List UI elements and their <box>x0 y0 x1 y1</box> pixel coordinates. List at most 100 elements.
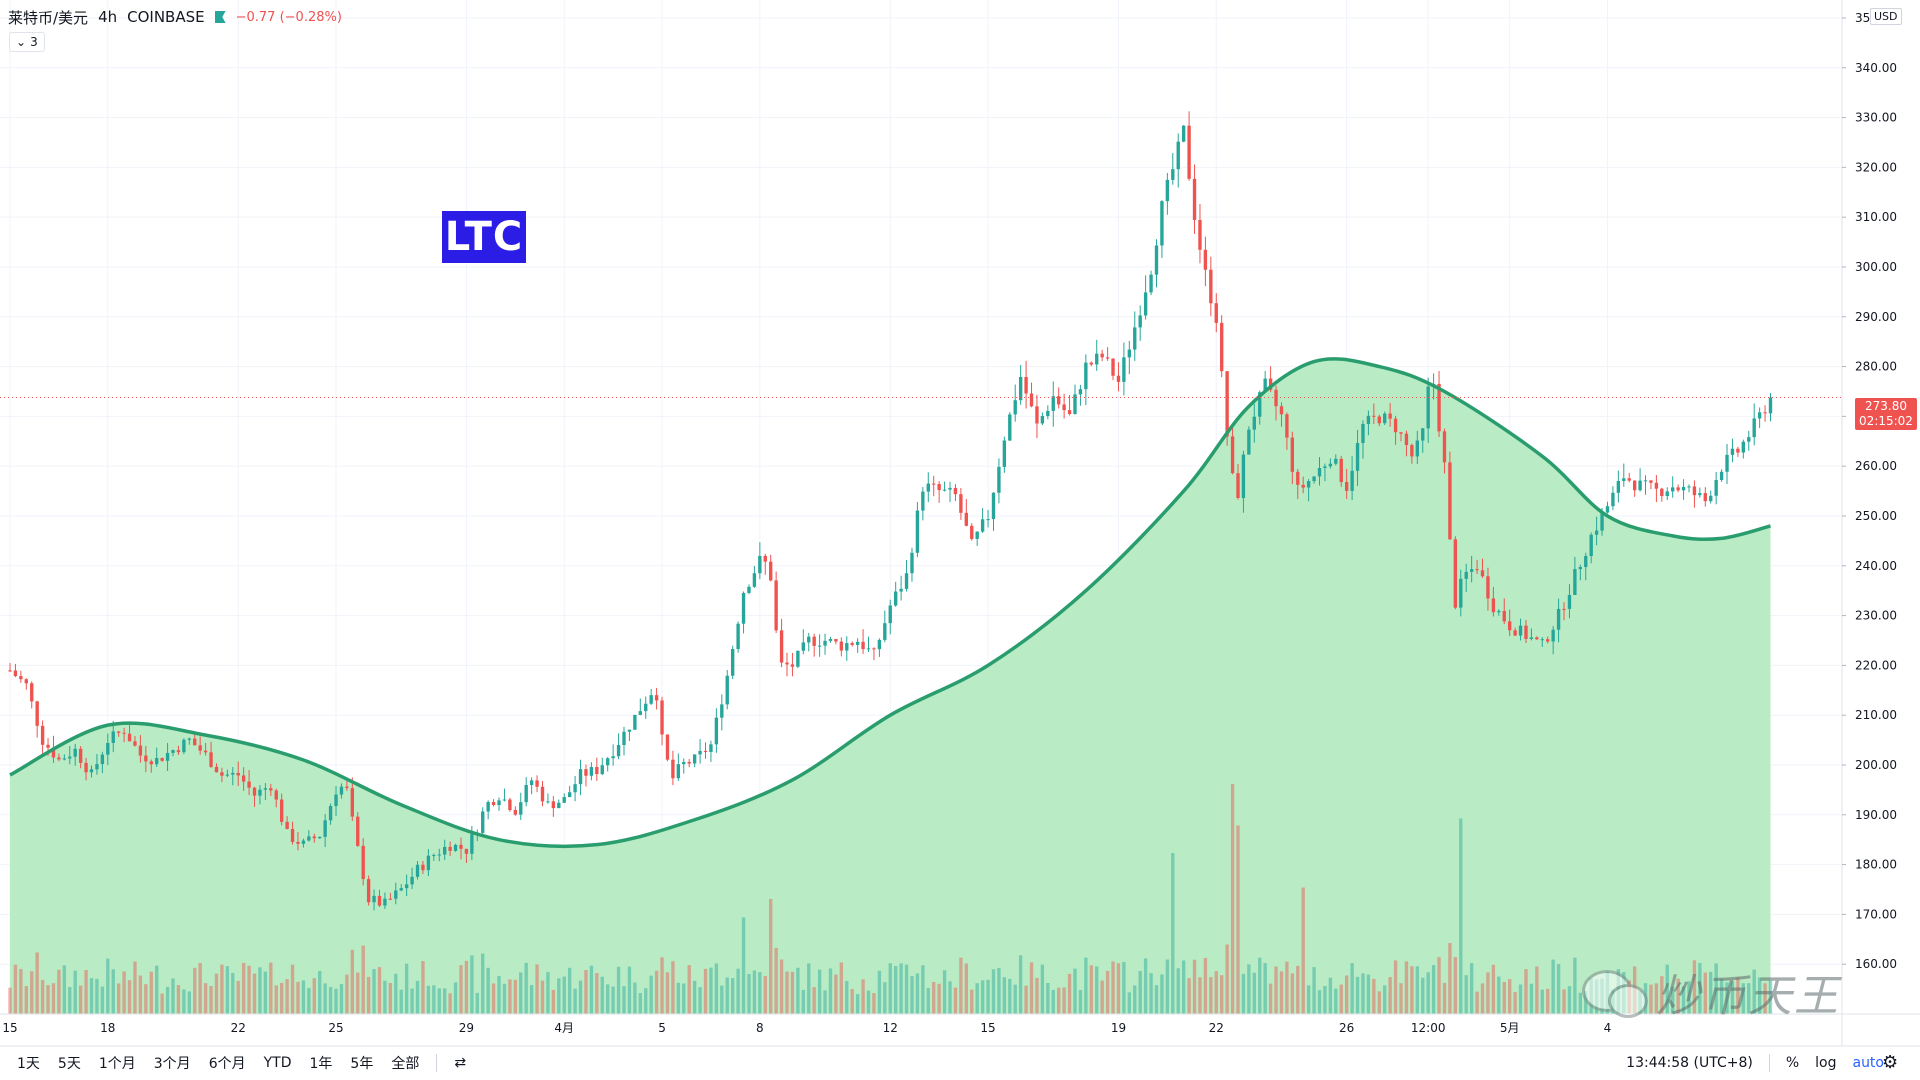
candle-body <box>133 741 137 746</box>
range-5d[interactable]: 5天 <box>57 1056 81 1072</box>
candle-body <box>13 670 18 677</box>
volume-bar <box>89 978 94 1014</box>
candle-body <box>1725 454 1729 472</box>
compare-icon[interactable]: ⇄ <box>454 1055 467 1071</box>
volume-bar <box>443 988 447 1014</box>
watermark-text: 炒币天王 <box>1656 971 1840 1022</box>
candle-body <box>312 836 316 839</box>
volume-bar <box>785 971 789 1014</box>
volume-bar <box>807 963 811 1014</box>
candle-body <box>758 555 762 574</box>
volume-bar <box>1127 992 1132 1014</box>
volume-bar <box>1399 983 1403 1014</box>
candle-body <box>736 623 740 649</box>
interval-label[interactable]: 4h <box>98 8 118 26</box>
candle-body <box>508 799 512 811</box>
candle-body <box>1057 396 1061 405</box>
candle-body <box>361 845 365 880</box>
volume-bar <box>1763 983 1767 1014</box>
volume-bar <box>839 962 844 1014</box>
range-3m[interactable]: 3个月 <box>153 1056 191 1072</box>
candle-body <box>1529 637 1534 639</box>
candle-body <box>883 623 887 640</box>
range-all[interactable]: 全部 <box>391 1056 420 1072</box>
candle-body <box>383 898 387 906</box>
candle-body <box>932 483 936 485</box>
volume-bar <box>698 987 702 1014</box>
volume-bar <box>1116 963 1121 1014</box>
indicators-toggle[interactable]: ⌄ 3 <box>9 32 45 52</box>
volume-bar <box>1513 992 1517 1014</box>
candle-body <box>448 846 452 851</box>
volume-bar <box>1410 966 1414 1014</box>
candle-body <box>57 757 61 760</box>
y-tick-label: 280.00 <box>1855 360 1897 374</box>
volume-bar <box>1100 980 1104 1014</box>
volume-bar <box>95 978 99 1014</box>
candle-body <box>1046 410 1050 417</box>
volume-bar <box>122 971 126 1014</box>
volume-bar <box>1062 987 1066 1014</box>
candle-body <box>861 641 865 650</box>
volume-bar <box>350 949 355 1014</box>
candle-body <box>1752 418 1756 438</box>
candle-body <box>19 676 23 680</box>
volume-bar <box>296 981 300 1014</box>
range-5y[interactable]: 5年 <box>350 1056 374 1072</box>
percent-toggle[interactable]: % <box>1785 1055 1800 1071</box>
candle-body <box>584 769 588 776</box>
candle-body <box>73 748 77 757</box>
candle-body <box>845 643 849 651</box>
candle-body <box>1507 621 1512 631</box>
flag-icon[interactable] <box>214 11 226 23</box>
wechat-icon <box>1582 966 1648 1018</box>
candle-body <box>606 758 610 766</box>
volume-bar <box>1486 972 1490 1014</box>
candle-body <box>633 714 637 730</box>
volume-bar <box>1491 964 1496 1014</box>
volume-bar <box>964 963 969 1014</box>
volume-bar <box>225 966 230 1014</box>
symbol-name[interactable]: 莱特币/美元 <box>8 8 89 27</box>
candle-body <box>1247 429 1251 455</box>
candle-body <box>1176 141 1180 170</box>
auto-toggle[interactable]: auto <box>1852 1055 1884 1071</box>
candle-body <box>258 789 262 796</box>
volume-bar <box>1154 985 1159 1014</box>
range-ytd[interactable]: YTD <box>263 1055 292 1071</box>
volume-bar <box>323 983 327 1014</box>
currency-button[interactable]: USD <box>1870 8 1902 25</box>
clock-time[interactable]: 13:44:58 (UTC+8) <box>1626 1055 1753 1071</box>
log-toggle[interactable]: log <box>1815 1055 1837 1071</box>
volume-bar <box>546 972 550 1014</box>
candle-body <box>502 799 507 801</box>
candle-body <box>546 801 550 803</box>
gear-icon[interactable]: ⚙ <box>1882 1052 1899 1073</box>
candle-body <box>1404 433 1409 446</box>
candle-body <box>1535 637 1539 640</box>
candle-body <box>747 586 751 593</box>
candle-body <box>198 745 202 751</box>
volume-bar <box>377 967 382 1014</box>
candle-body <box>1611 492 1615 507</box>
candle-body <box>1192 178 1197 220</box>
candle-body <box>366 879 371 903</box>
y-tick-label: 210.00 <box>1855 708 1897 722</box>
y-tick-label: 260.00 <box>1855 459 1897 473</box>
candle-body <box>937 483 941 491</box>
volume-bar <box>660 957 664 1014</box>
candle-body <box>1741 441 1746 453</box>
volume-bar <box>812 987 816 1014</box>
range-6m[interactable]: 6个月 <box>208 1056 246 1072</box>
range-1y[interactable]: 1年 <box>309 1056 333 1072</box>
volume-bar <box>926 988 930 1014</box>
range-1d[interactable]: 1天 <box>17 1056 40 1072</box>
candle-body <box>1518 625 1523 636</box>
candle-body <box>616 744 621 757</box>
volume-bar <box>1703 972 1707 1014</box>
candle-body <box>1660 488 1664 497</box>
range-1m[interactable]: 1个月 <box>98 1056 136 1072</box>
candle-body <box>220 772 224 776</box>
volume-bar <box>394 973 398 1014</box>
